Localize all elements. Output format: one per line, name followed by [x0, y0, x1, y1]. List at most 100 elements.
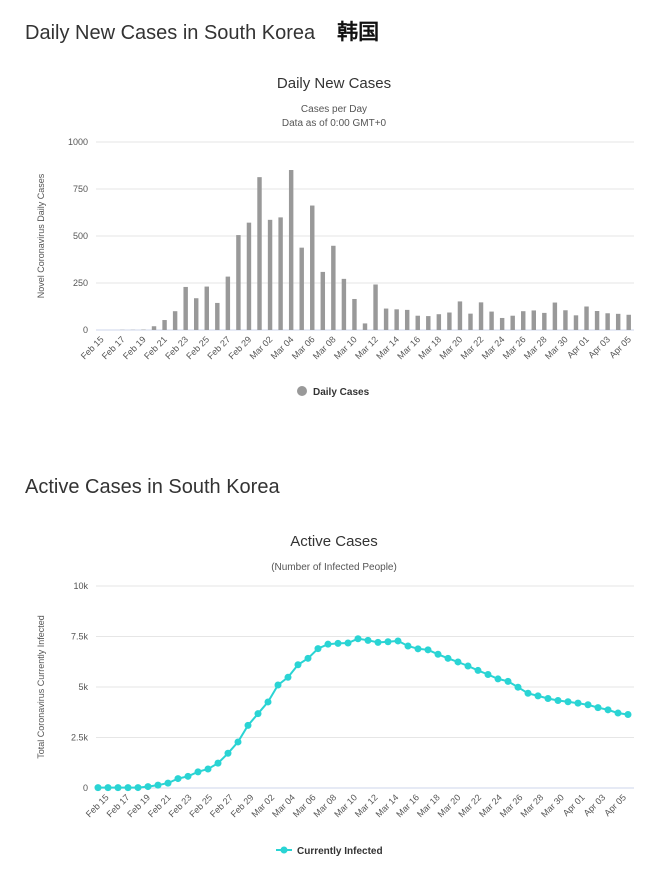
bar[interactable]	[531, 310, 536, 330]
data-point[interactable]	[284, 673, 292, 681]
data-point[interactable]	[184, 772, 192, 780]
data-point[interactable]	[474, 666, 482, 674]
bar[interactable]	[468, 313, 473, 330]
data-point[interactable]	[324, 640, 332, 648]
data-point[interactable]	[244, 721, 252, 729]
data-point[interactable]	[514, 683, 522, 691]
data-point[interactable]	[394, 637, 402, 645]
data-point[interactable]	[264, 698, 272, 706]
data-point[interactable]	[464, 662, 472, 670]
data-point[interactable]	[364, 636, 372, 644]
data-point[interactable]	[404, 642, 412, 650]
bar[interactable]	[172, 311, 178, 330]
data-point[interactable]	[114, 784, 122, 792]
bar[interactable]	[246, 222, 252, 330]
bar[interactable]	[605, 313, 610, 330]
data-point[interactable]	[194, 768, 202, 776]
bar[interactable]	[194, 298, 199, 330]
data-point[interactable]	[454, 658, 462, 666]
data-point[interactable]	[544, 695, 552, 703]
data-point[interactable]	[574, 699, 582, 707]
data-point[interactable]	[204, 765, 212, 773]
data-point[interactable]	[254, 710, 262, 718]
data-point[interactable]	[224, 749, 232, 757]
bar[interactable]	[426, 316, 431, 330]
data-point[interactable]	[384, 638, 392, 646]
bar[interactable]	[278, 217, 283, 330]
bar[interactable]	[594, 311, 600, 330]
bar[interactable]	[183, 286, 188, 330]
bar[interactable]	[257, 177, 262, 330]
data-point[interactable]	[134, 784, 142, 792]
data-point[interactable]	[614, 709, 622, 717]
bar[interactable]	[331, 245, 336, 330]
bar[interactable]	[447, 312, 452, 330]
bar[interactable]	[552, 302, 558, 330]
bar[interactable]	[542, 312, 547, 330]
data-point[interactable]	[214, 759, 222, 767]
bar[interactable]	[457, 301, 463, 330]
data-point[interactable]	[434, 650, 442, 658]
data-point[interactable]	[494, 675, 502, 683]
data-point[interactable]	[174, 775, 182, 783]
data-point[interactable]	[534, 692, 542, 700]
data-point[interactable]	[564, 698, 572, 706]
bar[interactable]	[236, 235, 241, 330]
data-point[interactable]	[304, 654, 312, 662]
bar[interactable]	[267, 219, 273, 330]
bar[interactable]	[573, 315, 579, 330]
data-point[interactable]	[504, 677, 512, 685]
bar[interactable]	[362, 323, 368, 330]
bar[interactable]	[478, 302, 484, 330]
data-point[interactable]	[334, 639, 342, 647]
bar[interactable]	[436, 314, 442, 330]
data-point[interactable]	[294, 661, 302, 669]
bar[interactable]	[162, 320, 167, 330]
bar[interactable]	[510, 315, 515, 330]
data-point[interactable]	[604, 706, 612, 714]
data-point[interactable]	[584, 701, 592, 709]
bar[interactable]	[352, 298, 357, 330]
data-point[interactable]	[444, 654, 452, 662]
bar[interactable]	[299, 247, 304, 330]
data-point[interactable]	[144, 783, 152, 791]
bar[interactable]	[626, 314, 631, 330]
data-point[interactable]	[624, 710, 632, 718]
data-point[interactable]	[484, 670, 492, 678]
bar[interactable]	[320, 271, 326, 330]
bar[interactable]	[288, 170, 294, 330]
data-point[interactable]	[314, 645, 322, 653]
active-chart-legend[interactable]: Currently Infected	[276, 846, 383, 857]
data-point[interactable]	[94, 784, 102, 792]
bar[interactable]	[225, 276, 231, 330]
bar[interactable]	[404, 309, 410, 330]
data-point[interactable]	[524, 689, 532, 697]
bar[interactable]	[415, 315, 420, 330]
bar[interactable]	[310, 205, 315, 330]
bar[interactable]	[521, 311, 526, 330]
bar[interactable]	[615, 313, 621, 330]
data-point[interactable]	[154, 781, 162, 789]
bar[interactable]	[373, 284, 378, 330]
data-point[interactable]	[344, 639, 352, 647]
bar[interactable]	[584, 306, 589, 331]
daily-chart-legend[interactable]: Daily Cases	[297, 386, 370, 398]
bar[interactable]	[204, 286, 209, 330]
data-point[interactable]	[424, 646, 432, 654]
data-point[interactable]	[374, 638, 382, 646]
data-point[interactable]	[164, 779, 172, 787]
data-point[interactable]	[234, 738, 242, 746]
data-point[interactable]	[124, 784, 132, 792]
bar[interactable]	[499, 317, 505, 330]
bar[interactable]	[215, 302, 220, 330]
data-point[interactable]	[594, 704, 602, 712]
data-point[interactable]	[354, 635, 362, 643]
bar[interactable]	[383, 308, 389, 330]
bar[interactable]	[341, 278, 347, 330]
data-point[interactable]	[414, 645, 422, 653]
bar[interactable]	[489, 311, 494, 330]
bar[interactable]	[563, 310, 568, 330]
bar[interactable]	[394, 309, 399, 330]
data-point[interactable]	[554, 697, 562, 705]
bar[interactable]	[151, 326, 157, 330]
